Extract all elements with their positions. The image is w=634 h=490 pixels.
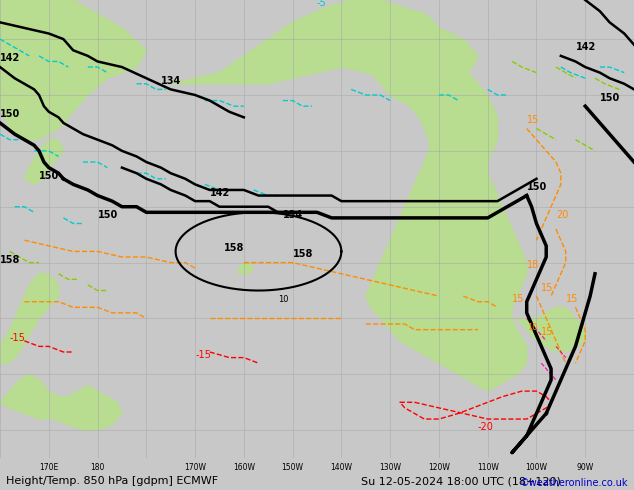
Text: 142: 142 [0, 53, 20, 64]
Text: 90W: 90W [576, 463, 594, 471]
Text: 170E: 170E [39, 463, 58, 471]
Text: 110W: 110W [477, 463, 498, 471]
Polygon shape [171, 0, 478, 84]
Text: 18: 18 [527, 260, 539, 270]
Polygon shape [0, 0, 146, 140]
Text: 140W: 140W [330, 463, 353, 471]
Text: -20: -20 [478, 422, 494, 432]
Text: 170W: 170W [184, 463, 206, 471]
Polygon shape [0, 374, 122, 430]
Text: Height/Temp. 850 hPa [gdpm] ECMWF: Height/Temp. 850 hPa [gdpm] ECMWF [6, 476, 219, 486]
Text: 150: 150 [39, 171, 59, 181]
Text: 142: 142 [576, 42, 596, 52]
Text: 15: 15 [527, 115, 539, 125]
Text: 158: 158 [224, 244, 245, 253]
Text: 150: 150 [527, 182, 547, 192]
Text: 150: 150 [0, 109, 20, 120]
Polygon shape [0, 274, 58, 363]
Text: 160W: 160W [233, 463, 255, 471]
Text: -5: -5 [317, 0, 327, 7]
Text: 10: 10 [278, 294, 288, 304]
Text: 150W: 150W [281, 463, 304, 471]
Text: 100W: 100W [526, 463, 548, 471]
Polygon shape [24, 140, 63, 184]
Polygon shape [366, 17, 527, 391]
Text: 15: 15 [541, 283, 553, 293]
Text: 120W: 120W [428, 463, 450, 471]
Text: 158: 158 [0, 255, 20, 265]
Text: 10: 10 [527, 322, 537, 332]
Text: 134: 134 [283, 210, 303, 220]
Text: ©weatheronline.co.uk: ©weatheronline.co.uk [519, 478, 628, 489]
Text: 150: 150 [600, 93, 620, 102]
Text: 15: 15 [512, 294, 524, 304]
Text: Su 12-05-2024 18:00 UTC (18+120): Su 12-05-2024 18:00 UTC (18+120) [361, 476, 561, 486]
Text: 134: 134 [600, 0, 620, 2]
Text: -15: -15 [10, 333, 25, 343]
Text: 180: 180 [91, 463, 105, 471]
Polygon shape [366, 11, 458, 106]
Text: -15: -15 [195, 349, 211, 360]
Text: 134: 134 [161, 76, 181, 86]
Text: 15: 15 [566, 294, 578, 304]
Text: 20: 20 [556, 210, 568, 220]
Text: 130W: 130W [379, 463, 401, 471]
Text: 15: 15 [541, 327, 553, 337]
Polygon shape [39, 39, 63, 84]
Polygon shape [239, 263, 254, 274]
Text: 150: 150 [98, 210, 118, 220]
Text: 158: 158 [293, 249, 313, 259]
Text: 142: 142 [210, 188, 230, 197]
Polygon shape [517, 307, 585, 352]
